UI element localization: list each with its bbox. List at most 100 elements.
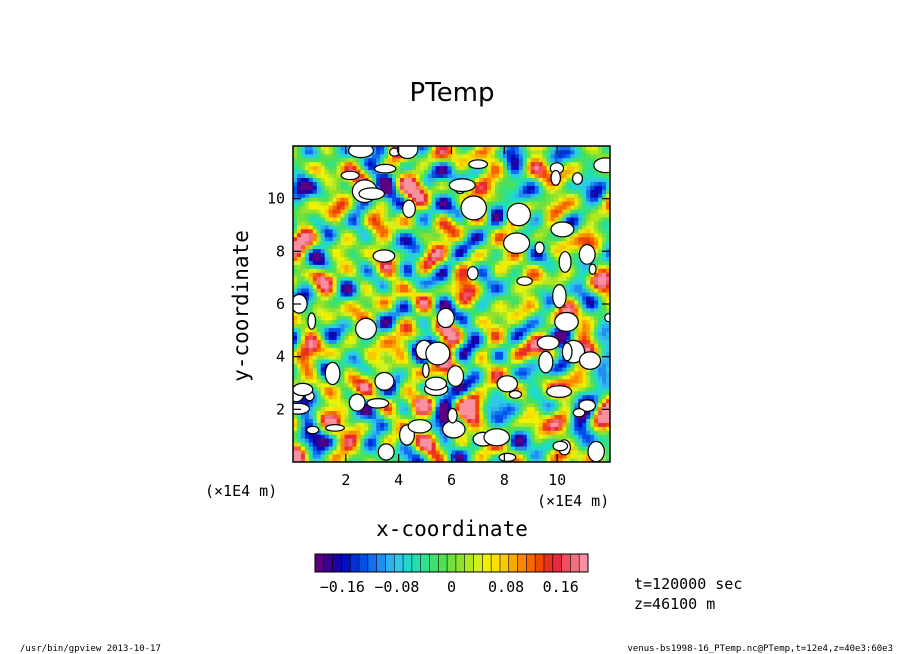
heatmap-cell — [312, 146, 318, 151]
heatmap-cell — [451, 157, 456, 163]
heatmap-cell — [503, 228, 508, 234]
heatmap-cell — [499, 422, 504, 427]
heatmap-cell — [352, 307, 357, 313]
heatmap-cell — [419, 367, 425, 372]
heatmap-cell — [435, 205, 441, 210]
heatmap-cell — [467, 296, 472, 301]
heatmap-cell — [419, 371, 425, 376]
heatmap-cell — [487, 181, 492, 186]
heatmap-cell — [388, 335, 393, 340]
heatmap-cell — [324, 244, 330, 250]
heatmap-cell — [499, 327, 504, 333]
heatmap-cell — [376, 221, 381, 226]
heatmap-cell — [348, 296, 353, 301]
heatmap-cell — [423, 260, 429, 265]
heatmap-cell — [499, 161, 504, 167]
heatmap-cell — [487, 402, 492, 408]
heatmap-cell — [419, 379, 425, 384]
heatmap-cell — [514, 355, 520, 360]
heatmap-cell — [368, 288, 373, 293]
heatmap-cell — [293, 173, 298, 178]
heatmap-cell — [459, 288, 464, 293]
heatmap-cell — [403, 351, 409, 356]
heatmap-cell — [495, 189, 500, 194]
heatmap-cell — [538, 422, 544, 427]
heatmap-cell — [419, 307, 425, 313]
heatmap-cell — [300, 422, 306, 427]
heatmap-cell — [360, 228, 365, 234]
heatmap-cell — [491, 343, 496, 348]
heatmap-cell — [396, 240, 401, 246]
heatmap-cell — [463, 146, 468, 151]
heatmap-cell — [328, 146, 334, 151]
heatmap-cell — [372, 426, 377, 431]
heatmap-cell — [368, 450, 373, 455]
heatmap-cell — [499, 296, 504, 301]
heatmap-cell — [399, 189, 405, 194]
heatmap-cell — [411, 355, 417, 360]
heatmap-cell — [503, 276, 508, 281]
heatmap-cell — [463, 386, 468, 392]
heatmap-cell — [368, 284, 373, 289]
heatmap-cell — [503, 189, 508, 194]
heatmap-cell — [526, 442, 532, 447]
heatmap-cell — [455, 406, 460, 412]
heatmap-cell — [296, 351, 302, 356]
heatmap-cell — [503, 221, 508, 226]
heatmap-cell — [483, 375, 488, 380]
heatmap-cell — [534, 185, 540, 190]
heatmap-cell — [435, 228, 441, 234]
heatmap-cell — [475, 450, 480, 455]
heatmap-cell — [475, 307, 480, 313]
heatmap-cell — [360, 367, 365, 372]
heatmap-cell — [396, 343, 401, 348]
heatmap-cell — [467, 252, 472, 257]
heatmap-cell — [356, 339, 361, 344]
heatmap-cell — [316, 398, 322, 404]
heatmap-cell — [471, 260, 476, 265]
heatmap-cell — [483, 296, 488, 301]
heatmap-cell — [455, 300, 460, 305]
heatmap-cell — [491, 311, 496, 317]
heatmap-cell — [403, 193, 409, 198]
heatmap-cell — [403, 450, 409, 455]
heatmap-cell — [463, 414, 468, 419]
heatmap-cell — [439, 197, 444, 202]
heatmap-cell — [392, 394, 397, 400]
heatmap-cell — [308, 343, 314, 348]
heatmap-cell — [320, 197, 326, 202]
heatmap-cell — [364, 402, 369, 408]
heatmap-cell — [506, 363, 512, 368]
heatmap-cell — [336, 272, 341, 277]
heatmap-cell — [340, 402, 345, 408]
heatmap-cell — [360, 383, 365, 388]
heatmap-cell — [293, 319, 298, 325]
heatmap-cell — [451, 189, 456, 194]
heatmap-cell — [293, 422, 298, 427]
heatmap-cell — [407, 319, 413, 325]
heatmap-cell — [471, 339, 476, 344]
heatmap-cell — [431, 300, 437, 305]
heatmap-cell — [388, 406, 393, 412]
heatmap-cell — [423, 189, 429, 194]
heatmap-cell — [340, 367, 345, 372]
heatmap-cell — [503, 422, 508, 427]
heatmap-cell — [411, 193, 417, 198]
heatmap-cell — [518, 434, 524, 439]
heatmap-cell — [431, 339, 437, 344]
heatmap-cell — [340, 386, 345, 392]
heatmap-cell — [376, 331, 381, 336]
heatmap-cell — [491, 315, 496, 321]
heatmap-cell — [483, 181, 488, 186]
heatmap-cell — [514, 311, 520, 317]
heatmap-cell — [348, 418, 353, 423]
heatmap-cell — [352, 418, 357, 423]
heatmap-cell — [293, 177, 298, 182]
heatmap-cell — [518, 268, 524, 273]
heatmap-cell — [514, 331, 520, 336]
heatmap-cell — [491, 157, 496, 163]
heatmap-cell — [447, 363, 452, 368]
heatmap-cell — [372, 221, 377, 226]
heatmap-cell — [293, 450, 298, 455]
heatmap-cell — [510, 189, 516, 194]
